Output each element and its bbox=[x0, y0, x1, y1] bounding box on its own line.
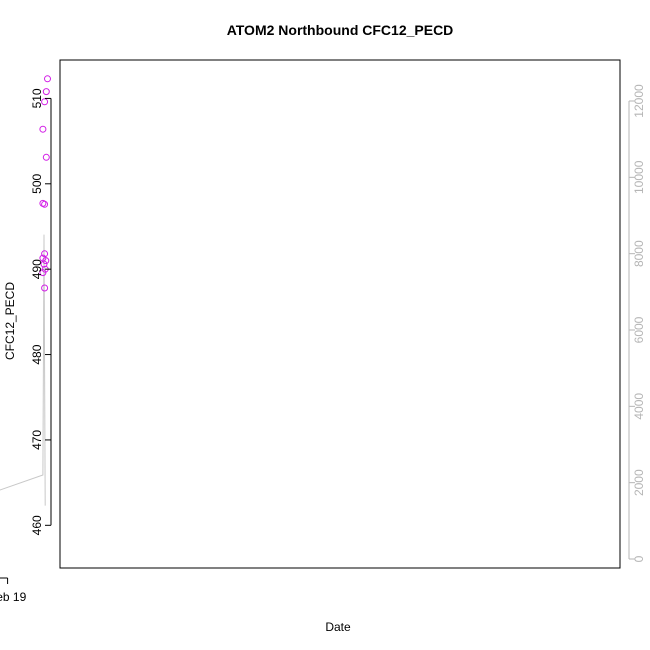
y-tick-label: 490 bbox=[30, 259, 44, 279]
y-tick-label: 470 bbox=[30, 430, 44, 450]
x-axis: Feb 11Feb 13Feb 15Feb 17Feb 19 bbox=[0, 577, 27, 604]
y-tick-label: 460 bbox=[30, 515, 44, 535]
y-tick-label: 500 bbox=[30, 173, 44, 193]
x-axis-label: Date bbox=[325, 620, 351, 634]
data-point bbox=[42, 153, 50, 161]
right-y-tick-label: 4000 bbox=[632, 393, 646, 420]
y-tick-label: 480 bbox=[30, 344, 44, 364]
data-point bbox=[39, 125, 47, 133]
right-y-tick-label: 10000 bbox=[632, 160, 646, 194]
x-tick-label: Feb 19 bbox=[0, 590, 27, 604]
data-points-layer bbox=[39, 75, 51, 292]
data-point bbox=[42, 257, 50, 265]
right-y-tick-label: 12000 bbox=[632, 84, 646, 118]
y-axis: 460 470 480 490 500 510 bbox=[30, 88, 52, 535]
data-point bbox=[41, 250, 49, 258]
right-y-tick-label: 0 bbox=[632, 555, 646, 562]
right-y-tick-label: 2000 bbox=[632, 469, 646, 496]
data-point bbox=[42, 88, 50, 96]
data-point bbox=[39, 269, 47, 277]
data-point bbox=[41, 98, 49, 106]
plot-frame bbox=[59, 59, 621, 569]
data-point bbox=[40, 260, 48, 268]
right-y-axis: 0 2000 4000 6000 8000 10000 12000 bbox=[628, 84, 646, 562]
data-point bbox=[41, 200, 49, 208]
right-y-tick-label: 8000 bbox=[632, 240, 646, 267]
data-point bbox=[41, 284, 49, 292]
y-tick-label: 510 bbox=[30, 88, 44, 108]
right-y-tick-label: 6000 bbox=[632, 316, 646, 343]
data-point bbox=[44, 75, 51, 83]
chart-title: ATOM2 Northbound CFC12_PECD bbox=[227, 22, 454, 38]
y-axis-label: CFC12_PECD bbox=[3, 282, 17, 360]
